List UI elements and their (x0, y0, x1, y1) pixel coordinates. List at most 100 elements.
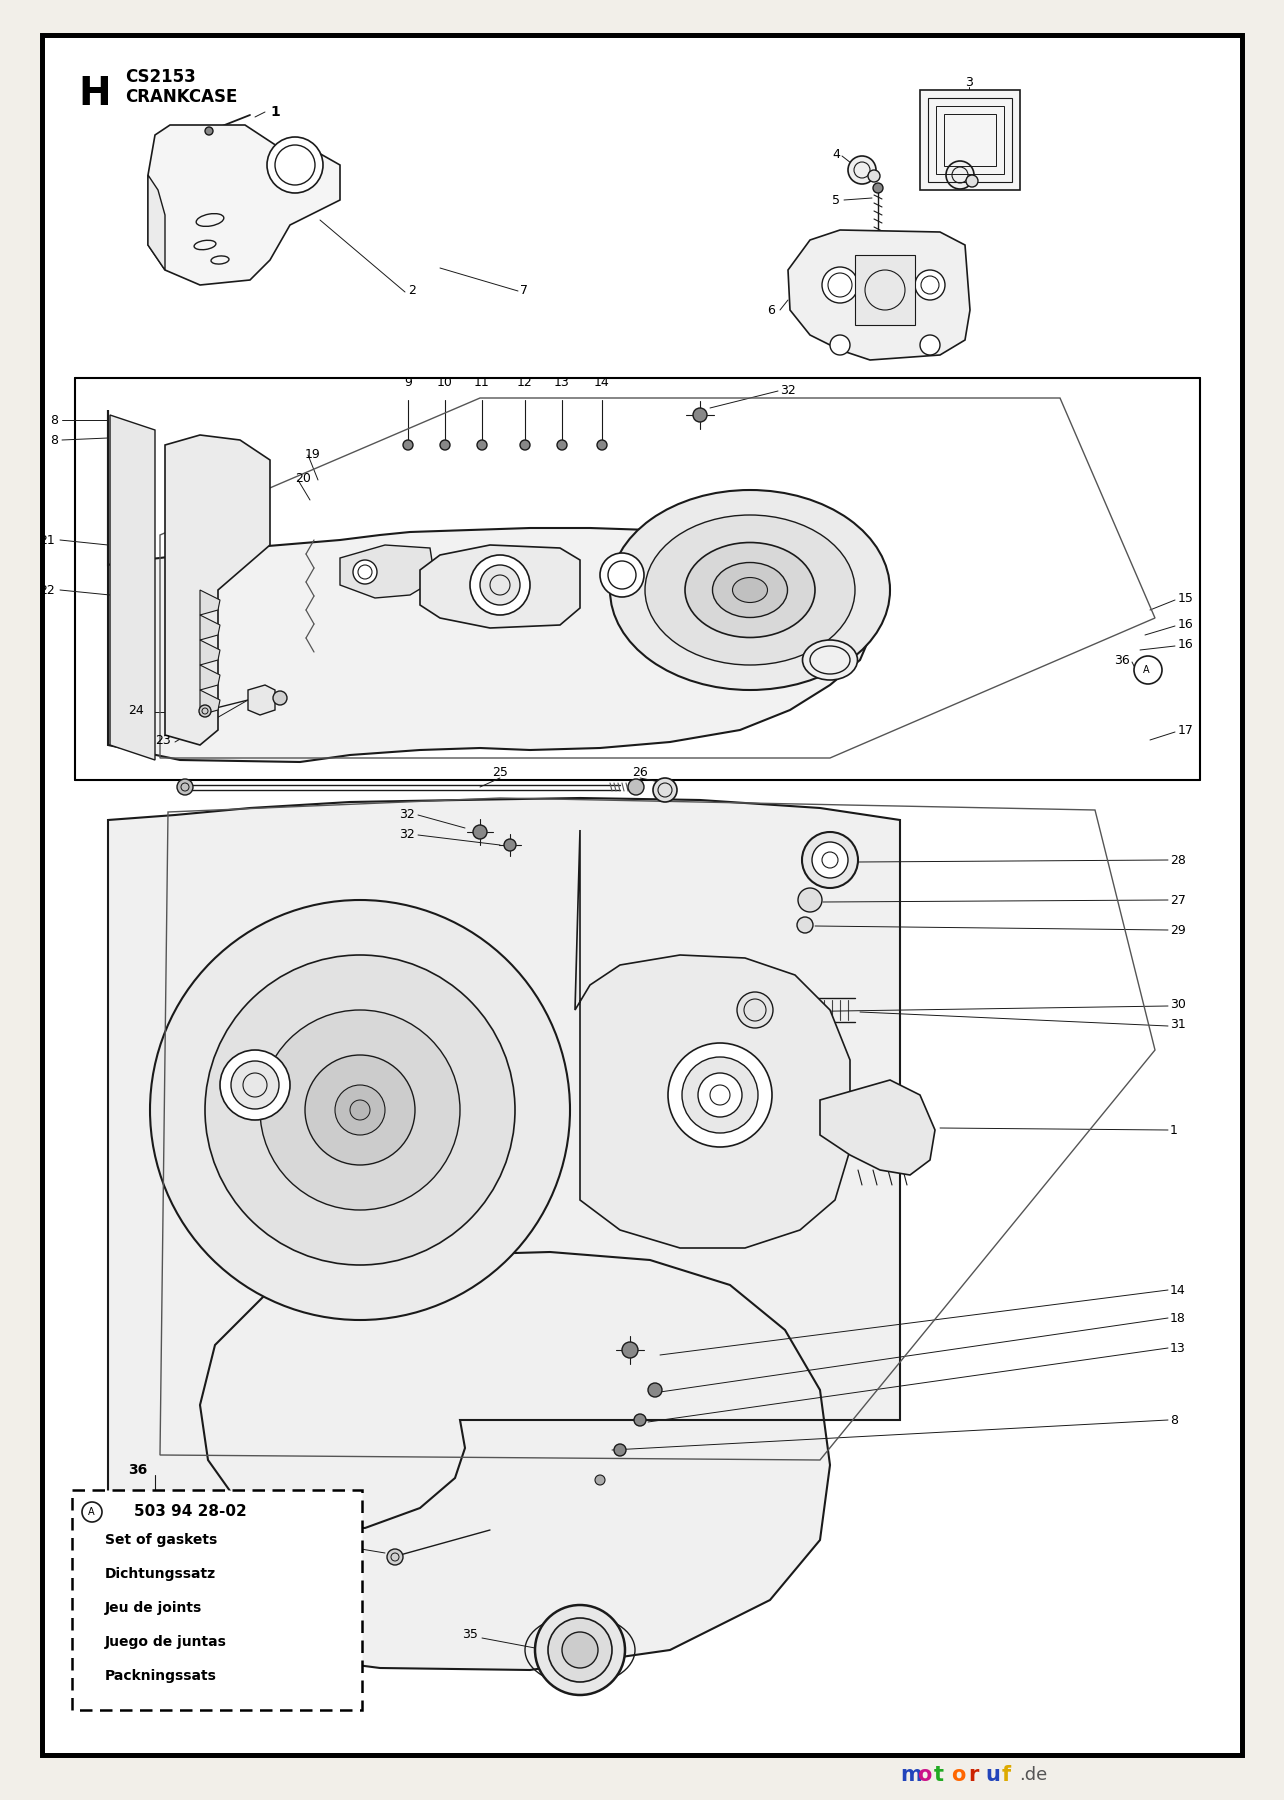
Circle shape (473, 824, 487, 839)
Text: 13: 13 (1170, 1341, 1185, 1354)
Text: 503 94 28-02: 503 94 28-02 (134, 1505, 247, 1519)
Text: 16: 16 (1177, 639, 1194, 652)
Text: 27: 27 (1170, 893, 1186, 907)
Ellipse shape (610, 490, 890, 689)
Circle shape (562, 1633, 598, 1669)
Circle shape (480, 565, 520, 605)
Text: 1: 1 (1170, 1123, 1177, 1136)
Circle shape (440, 439, 449, 450)
Circle shape (873, 184, 883, 193)
Text: 25: 25 (492, 767, 508, 779)
Circle shape (505, 839, 516, 851)
Text: 18: 18 (1170, 1312, 1186, 1325)
Circle shape (82, 1501, 101, 1523)
Text: 12: 12 (517, 376, 533, 389)
Text: 7: 7 (520, 283, 528, 297)
Circle shape (403, 439, 413, 450)
Ellipse shape (732, 578, 768, 603)
Text: r: r (968, 1766, 978, 1786)
Circle shape (476, 439, 487, 450)
Circle shape (177, 779, 193, 796)
Polygon shape (820, 1080, 935, 1175)
Text: Packningssats: Packningssats (105, 1669, 217, 1683)
Text: o: o (917, 1766, 931, 1786)
Circle shape (548, 1618, 612, 1681)
Ellipse shape (684, 542, 815, 637)
Bar (855, 256, 915, 326)
Ellipse shape (802, 641, 858, 680)
Circle shape (628, 779, 645, 796)
Text: o: o (951, 1766, 966, 1786)
Polygon shape (108, 410, 874, 761)
Circle shape (698, 1073, 742, 1118)
Text: 4: 4 (832, 149, 840, 162)
Text: 32: 32 (779, 383, 796, 396)
Polygon shape (248, 686, 275, 715)
Circle shape (220, 1049, 290, 1120)
Text: 33: 33 (294, 1593, 309, 1606)
Circle shape (693, 409, 707, 421)
Text: Set of gaskets: Set of gaskets (105, 1534, 217, 1546)
Bar (944, 113, 996, 166)
Circle shape (231, 1060, 279, 1109)
Ellipse shape (645, 515, 855, 664)
Text: 32: 32 (399, 808, 415, 821)
Text: H: H (78, 76, 110, 113)
Circle shape (594, 1474, 605, 1485)
Circle shape (737, 992, 773, 1028)
Text: 10: 10 (437, 376, 453, 389)
Circle shape (205, 956, 515, 1265)
Circle shape (351, 1100, 370, 1120)
Circle shape (259, 1010, 460, 1210)
Text: 8: 8 (1170, 1413, 1177, 1426)
Circle shape (682, 1057, 758, 1132)
Text: 15: 15 (1177, 592, 1194, 605)
Polygon shape (148, 175, 166, 270)
Circle shape (614, 1444, 627, 1456)
Text: 21: 21 (40, 533, 55, 547)
Circle shape (306, 1055, 415, 1165)
Circle shape (668, 1042, 772, 1147)
Text: 3: 3 (966, 76, 973, 88)
Text: 8: 8 (50, 434, 58, 446)
Bar (936, 106, 1004, 175)
Circle shape (634, 1415, 646, 1426)
Text: 8: 8 (50, 414, 58, 427)
Bar (928, 97, 1012, 182)
Circle shape (915, 270, 945, 301)
Text: A: A (89, 1507, 95, 1517)
Circle shape (470, 554, 530, 616)
Polygon shape (200, 616, 220, 641)
Circle shape (353, 560, 377, 583)
Circle shape (946, 160, 975, 189)
Text: 16: 16 (1177, 619, 1194, 632)
Circle shape (600, 553, 645, 598)
Text: 19: 19 (306, 448, 321, 461)
Circle shape (829, 335, 850, 355)
Text: 32: 32 (399, 828, 415, 842)
Text: 5: 5 (832, 194, 840, 207)
Circle shape (150, 900, 570, 1319)
Polygon shape (166, 436, 270, 745)
Circle shape (847, 157, 876, 184)
Text: 23: 23 (155, 734, 171, 747)
Text: 36: 36 (1115, 653, 1130, 666)
Text: 30: 30 (1170, 999, 1186, 1012)
Text: 20: 20 (295, 472, 311, 484)
Text: Juego de juntas: Juego de juntas (105, 1634, 227, 1649)
Text: 34: 34 (294, 1534, 309, 1546)
Circle shape (797, 887, 822, 913)
Text: 9: 9 (404, 376, 412, 389)
Text: t: t (933, 1766, 944, 1786)
Circle shape (597, 439, 607, 450)
Circle shape (267, 137, 324, 193)
Text: .de: .de (1019, 1766, 1048, 1784)
Polygon shape (200, 664, 220, 689)
Polygon shape (110, 416, 155, 760)
Text: 13: 13 (555, 376, 570, 389)
Polygon shape (340, 545, 435, 598)
Circle shape (1134, 655, 1162, 684)
Circle shape (621, 1343, 638, 1357)
Text: m: m (900, 1766, 922, 1786)
Polygon shape (200, 590, 220, 616)
